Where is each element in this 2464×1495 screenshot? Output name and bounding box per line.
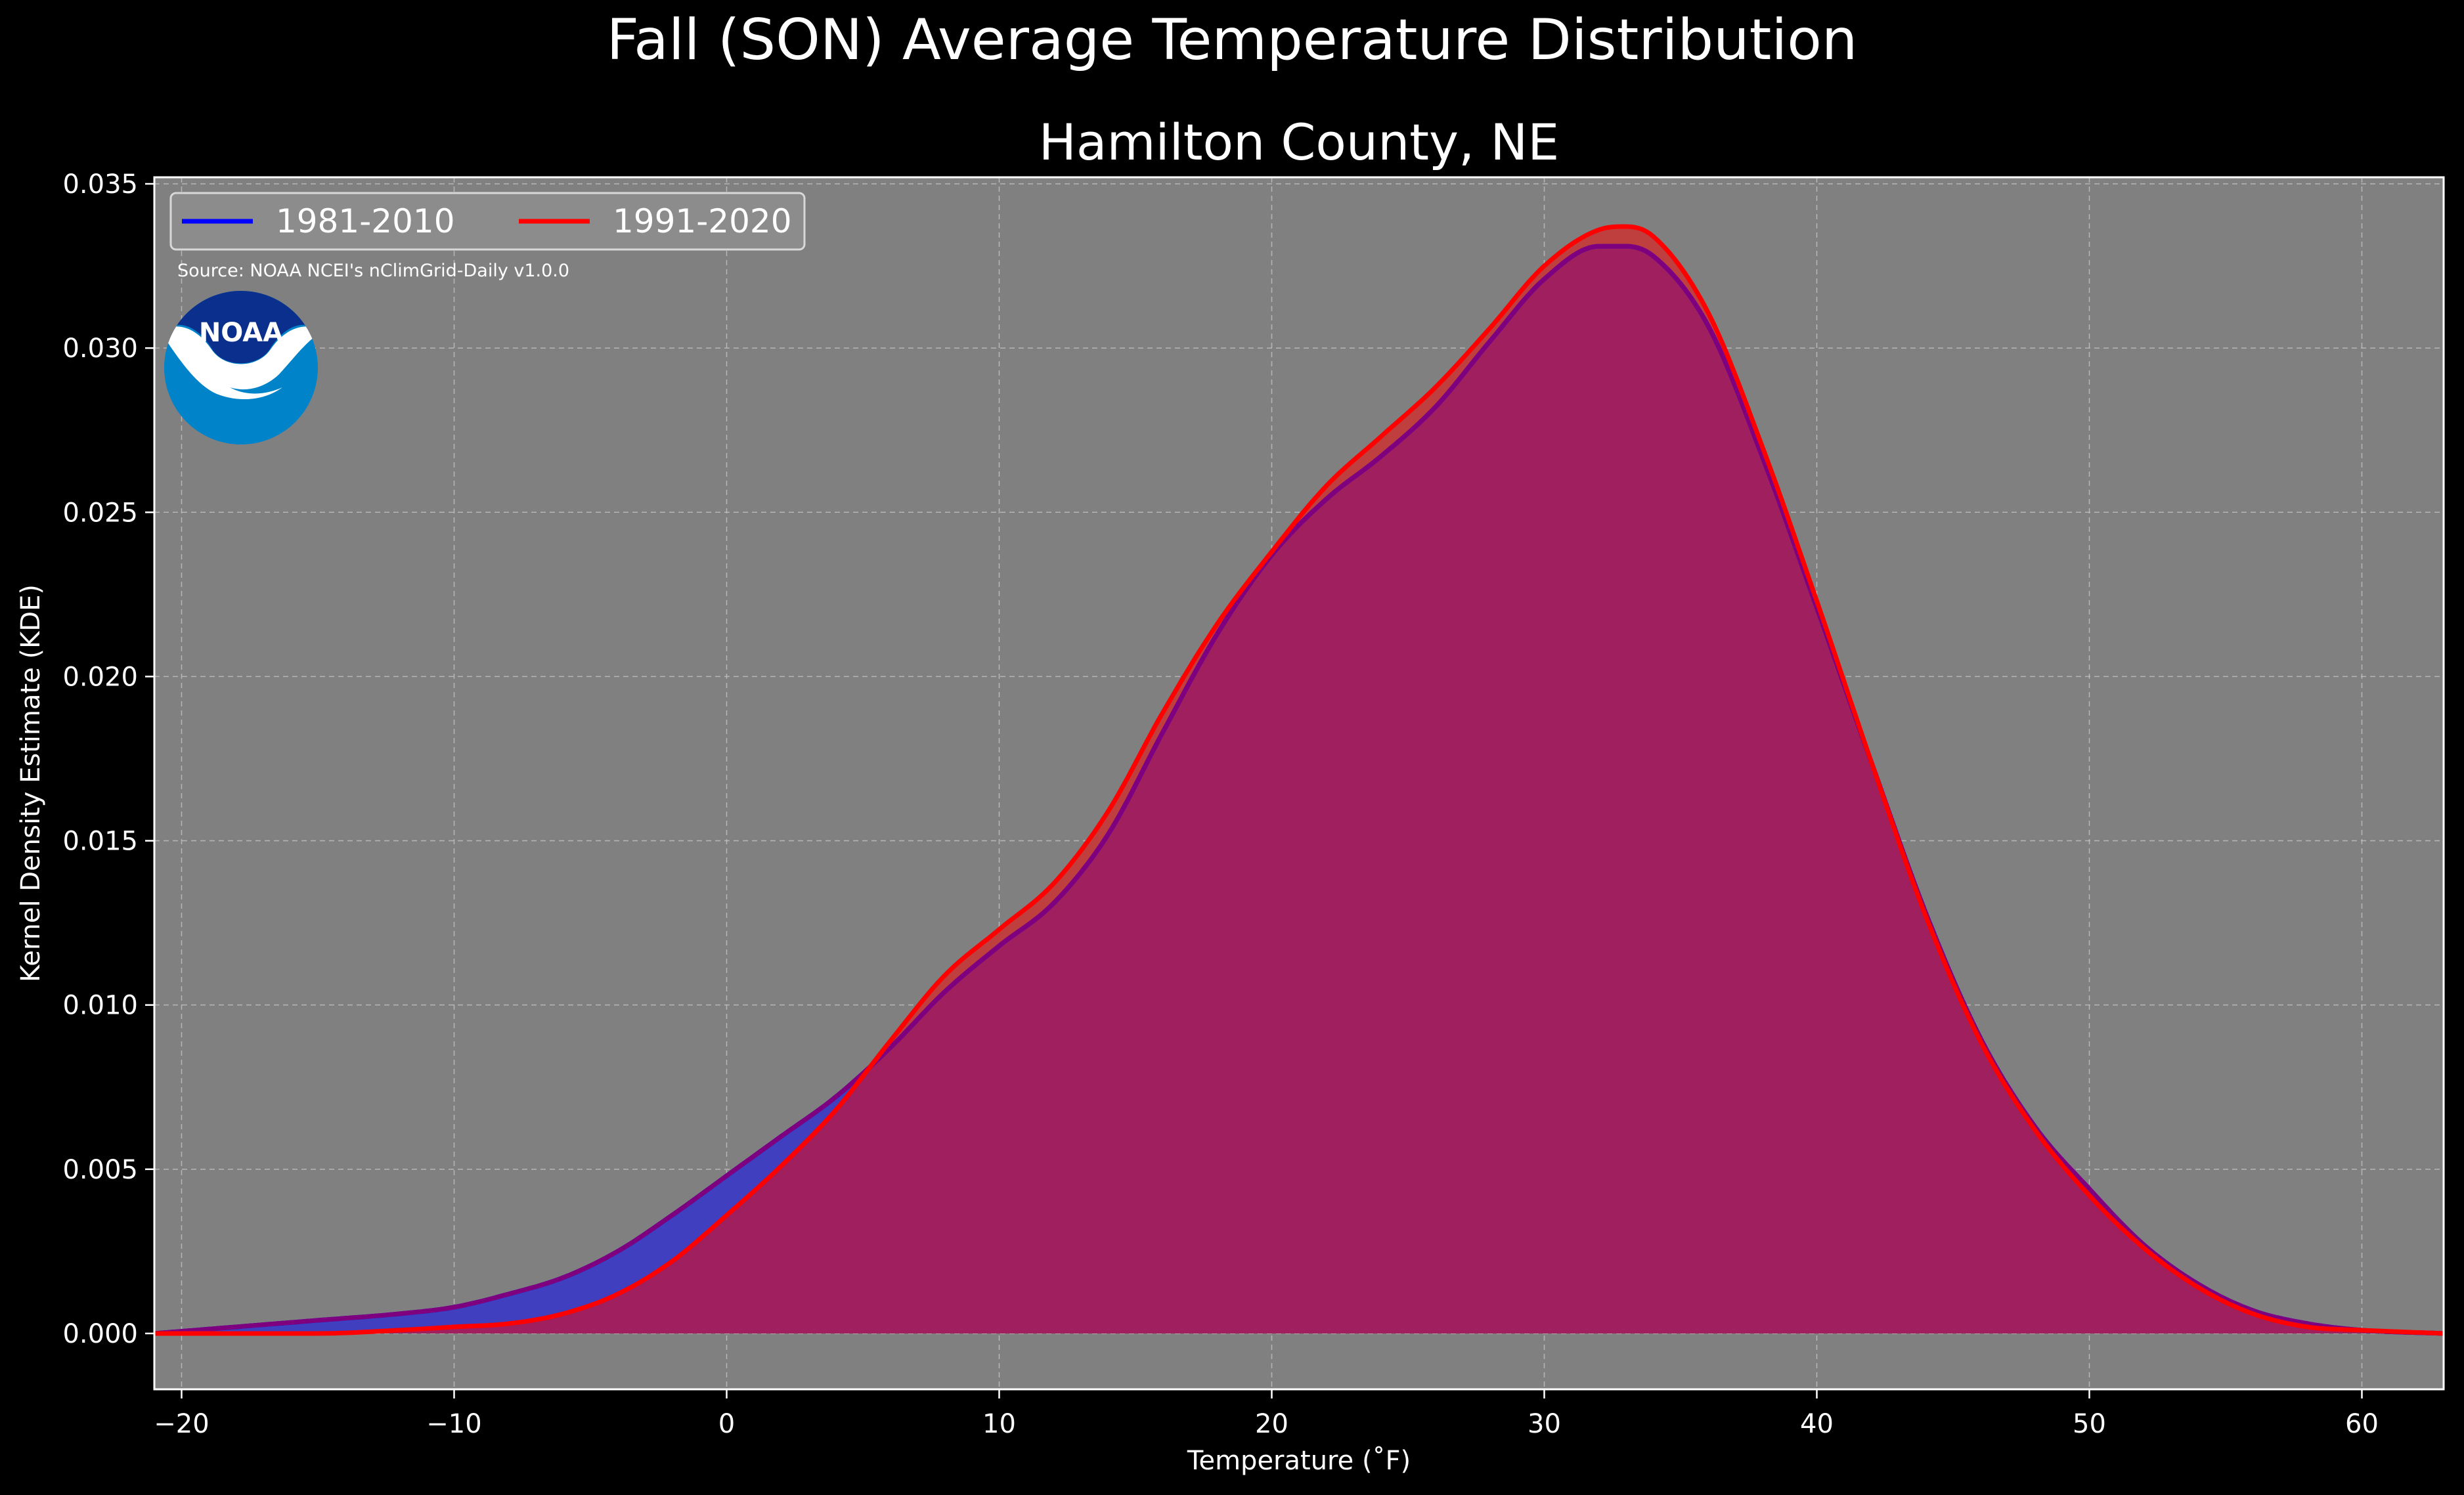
y-tick-label: 0.010: [62, 991, 138, 1021]
plot-frame: [153, 176, 2445, 1391]
x-tick-label: 10: [982, 1409, 1016, 1439]
x-axis-label: Temperature (˚F): [1187, 1446, 1411, 1476]
x-tick-label: 30: [1528, 1409, 1561, 1439]
y-tick-label: 0.030: [62, 334, 138, 364]
x-tick-label: 50: [2073, 1409, 2106, 1439]
x-tick-label: 0: [718, 1409, 735, 1439]
x-tick-label: −10: [426, 1409, 481, 1439]
legend-label-1991-2020: 1991-2020: [613, 202, 792, 240]
series-line-overlap: [154, 244, 2444, 1336]
x-axis: −20 −10 0 10 20 30 40 50 60: [154, 1389, 2379, 1439]
y-tick-label: 0.035: [62, 169, 138, 200]
chart-subtitle: Hamilton County, NE: [1039, 113, 1559, 171]
x-tick-label: 60: [2345, 1409, 2379, 1439]
legend-label-1981-2010: 1981-2010: [276, 202, 455, 240]
legend-box: [169, 192, 806, 251]
y-axis-label: Kernel Density Estimate (KDE): [16, 584, 46, 982]
y-tick-label: 0.000: [62, 1319, 138, 1349]
y-tick-label: 0.005: [62, 1155, 138, 1185]
source-annotation: Source: NOAA NCEI's nClimGrid-Daily v1.0…: [177, 261, 569, 281]
x-tick-label: 20: [1255, 1409, 1288, 1439]
series-fill-overlap: [154, 246, 2444, 1334]
y-tick-label: 0.025: [62, 498, 138, 528]
y-axis: 0.000 0.005 0.010 0.015 0.020 0.025 0.030 0.035: [62, 169, 154, 1349]
y-tick-label: 0.020: [62, 662, 138, 692]
y-tick-label: 0.015: [62, 827, 138, 857]
x-tick-label: −20: [154, 1409, 209, 1439]
noaa-logo-text: NOAA: [199, 318, 283, 348]
legend: 1981-2010 1991-2020: [169, 192, 806, 251]
chart-title: Fall (SON) Average Temperature Distribut…: [607, 7, 1858, 73]
x-tick-label: 40: [1800, 1409, 1834, 1439]
noaa-logo: NOAA: [164, 291, 318, 444]
series-line-1991-2020: [154, 224, 2444, 1336]
